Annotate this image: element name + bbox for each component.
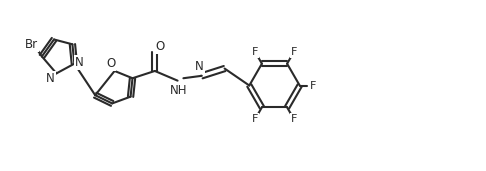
Text: N: N xyxy=(75,56,84,69)
Text: NH: NH xyxy=(170,84,187,97)
Text: O: O xyxy=(106,57,115,70)
Text: O: O xyxy=(155,40,164,53)
Text: F: F xyxy=(252,47,258,57)
Text: F: F xyxy=(291,47,297,57)
Text: N: N xyxy=(46,72,55,85)
Text: F: F xyxy=(291,114,297,124)
Text: F: F xyxy=(252,114,258,124)
Text: Br: Br xyxy=(25,38,38,51)
Text: N: N xyxy=(195,60,204,73)
Text: F: F xyxy=(310,81,316,90)
